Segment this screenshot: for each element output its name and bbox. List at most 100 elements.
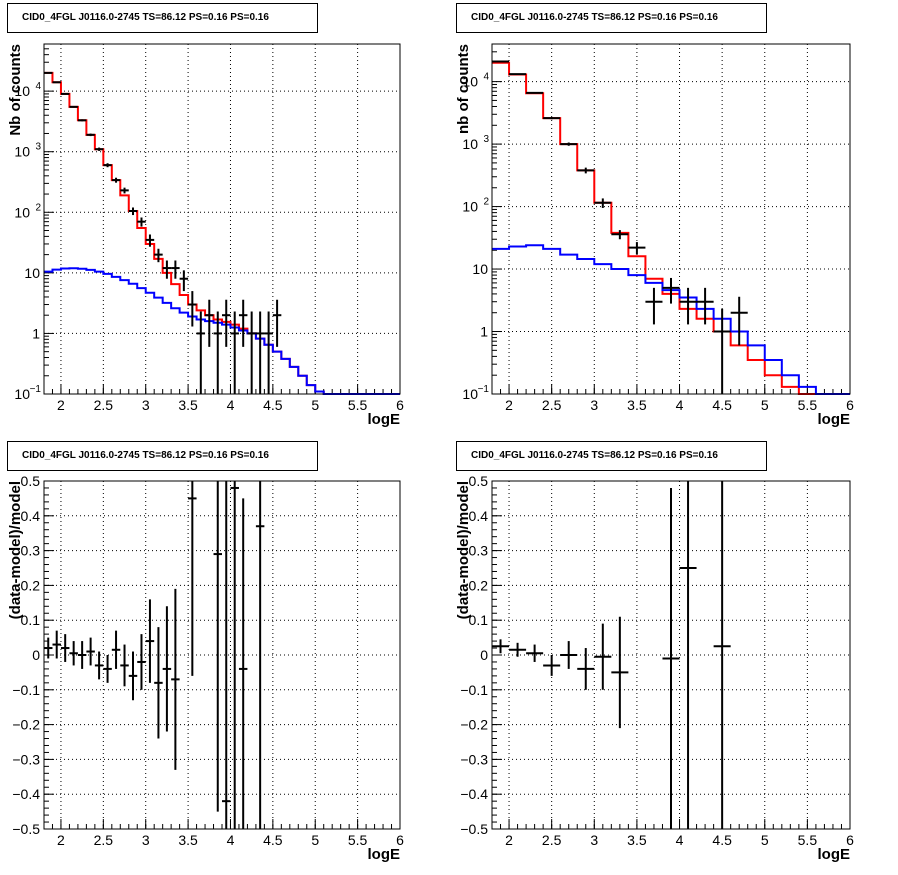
data-point: [222, 481, 231, 829]
x-tick-label: 3.5: [178, 397, 198, 413]
data-point: [543, 117, 561, 120]
y-tick-label: 0.2: [21, 577, 41, 593]
x-tick-label: 4: [676, 832, 684, 848]
data-point: [179, 270, 189, 292]
y-tick-label: 0.1: [21, 612, 41, 628]
x-tick-label: 5.5: [348, 397, 368, 413]
data-point: [137, 634, 146, 690]
y-tick-label: 10: [24, 265, 40, 281]
series-2-histogram: [44, 267, 400, 395]
x-axis-title: logE: [818, 846, 851, 863]
series-2-histogram: [492, 244, 850, 395]
data-point: [730, 296, 748, 346]
panel-3-title: CID0_4FGL J0116.0-2745 TS=86.12 PS=0.16 …: [7, 441, 318, 471]
y-tick-label: 0.5: [21, 473, 41, 489]
x-tick-label: 2: [57, 397, 65, 413]
y-axis-title: Nb of counts: [7, 44, 24, 136]
data-point: [120, 644, 129, 687]
series-1-histogram: [44, 71, 400, 395]
y-tick-exponent: 2: [35, 202, 41, 213]
y-tick-label: 0.1: [469, 612, 489, 628]
x-tick-label: 6: [396, 397, 404, 413]
data-point: [44, 71, 53, 74]
data-point: [713, 308, 731, 394]
data-point: [628, 242, 646, 255]
y-tick-exponent: 3: [483, 134, 489, 145]
y-tick-label: 10: [14, 83, 30, 99]
panel-4-chart: 2 2.5 3 3.5 4 4.5 5 5.5 6 −0.5 −0.4 −0.3 −0.2 −0.1 0 0.…: [455, 473, 854, 863]
data-point: [103, 163, 112, 168]
data-point: [171, 588, 180, 770]
x-tick-label: 5: [761, 397, 769, 413]
data-point: [77, 641, 87, 669]
data-point: [213, 481, 222, 812]
y-tick-label: 0.3: [21, 543, 41, 559]
data-point: [611, 230, 629, 240]
y-tick-exponent: −1: [30, 384, 42, 395]
data-point: [264, 311, 273, 394]
y-tick-label: 0: [480, 647, 488, 663]
data-point: [128, 651, 138, 701]
data-point: [577, 648, 595, 690]
data-point: [86, 637, 95, 666]
data-point: [77, 119, 87, 122]
x-tick-label: 2.5: [542, 832, 562, 848]
y-tick-label: 10: [14, 204, 30, 220]
panel-4-title: CID0_4FGL J0116.0-2745 TS=86.12 PS=0.16 …: [456, 441, 767, 471]
data-point: [111, 630, 121, 669]
data-point: [60, 92, 70, 95]
data-point: [247, 311, 256, 394]
x-tick-label: 2: [505, 832, 513, 848]
x-tick-label: 4: [227, 397, 235, 413]
data-point: [60, 634, 70, 662]
x-tick-label: 3: [590, 397, 598, 413]
x-tick-label: 6: [396, 832, 404, 848]
y-tick-label: −0.4: [460, 786, 488, 802]
plot-frame: [43, 43, 401, 395]
x-tick-label: 4.5: [712, 397, 732, 413]
data-point: [526, 644, 544, 662]
data-point: [154, 248, 163, 263]
x-tick-label: 5: [311, 832, 319, 848]
plot-frame: [491, 480, 851, 830]
data-point: [713, 481, 731, 829]
data-point: [120, 187, 129, 194]
series-1-histogram: [492, 61, 850, 395]
y-tick-exponent: 4: [483, 72, 489, 83]
plot-frame: [491, 43, 851, 395]
x-tick-label: 5.5: [798, 832, 818, 848]
data-point: [188, 481, 197, 676]
panel-1-title: CID0_4FGL J0116.0-2745 TS=86.12 PS=0.16 …: [7, 3, 318, 33]
data-point: [543, 655, 561, 676]
data-point: [560, 142, 578, 146]
x-tick-label: 3: [142, 397, 150, 413]
y-tick-exponent: −1: [478, 384, 490, 395]
data-point: [86, 133, 95, 137]
y-tick-label: 10: [14, 144, 30, 160]
data-point: [255, 481, 265, 829]
y-tick-label: 0.4: [21, 508, 41, 524]
x-tick-label: 3: [142, 832, 150, 848]
data-point: [162, 260, 172, 279]
x-tick-label: 4.5: [263, 397, 283, 413]
y-axis-title: nb of counts: [455, 44, 472, 134]
y-tick-label: −0.3: [460, 751, 488, 767]
y-tick-label: 0.4: [469, 508, 489, 524]
data-point: [679, 287, 697, 325]
y-tick-label: 0.2: [469, 577, 489, 593]
data-point: [509, 642, 527, 657]
y-tick-label: −0.1: [12, 682, 40, 698]
data-point: [509, 73, 527, 76]
x-tick-label: 2.5: [94, 832, 114, 848]
y-tick-exponent: 3: [35, 142, 41, 153]
data-point: [44, 637, 53, 659]
y-tick-label: −0.1: [460, 682, 488, 698]
y-tick-label: −0.4: [12, 786, 40, 802]
data-point: [69, 105, 78, 108]
data-point: [162, 606, 172, 732]
y-tick-label: 10: [472, 261, 488, 277]
x-tick-label: 3: [590, 832, 598, 848]
data-point: [171, 260, 180, 279]
